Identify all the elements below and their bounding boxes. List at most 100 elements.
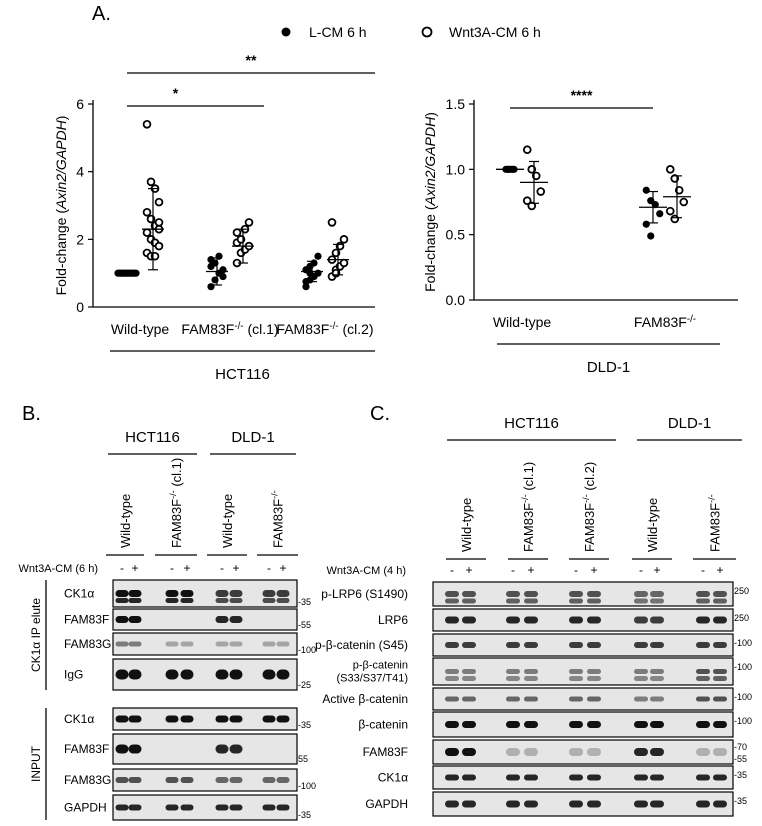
- data-point-open: [142, 228, 152, 237]
- y-tick-label: 6: [76, 96, 84, 112]
- blot-band: [506, 800, 520, 808]
- blot-band: [445, 669, 459, 674]
- cell-line-header: HCT116: [504, 415, 559, 432]
- blot-band: [115, 777, 129, 783]
- blot-band: [445, 696, 459, 702]
- blot-band: [713, 591, 727, 597]
- blot-band: [462, 696, 476, 702]
- blot-band: [128, 669, 142, 680]
- blot-band: [462, 721, 476, 728]
- blot-band: [445, 616, 459, 624]
- blot-band: [180, 777, 194, 783]
- blot-band: [215, 598, 229, 603]
- data-point-open: [536, 187, 546, 196]
- blot-band: [229, 598, 243, 603]
- blot-row-label: GAPDH: [365, 797, 408, 811]
- blot-band: [262, 777, 276, 783]
- treatment-sign: -: [267, 561, 271, 575]
- blot-band: [634, 669, 648, 674]
- blot-band: [229, 616, 243, 623]
- data-point-filled: [314, 269, 322, 277]
- x-group-label: FAM83F-/- (cl.1): [181, 321, 278, 338]
- blot-band: [587, 616, 601, 624]
- blot-band: [634, 721, 648, 728]
- blot-band: [524, 774, 538, 781]
- data-point-filled: [219, 272, 227, 281]
- blot-band: [713, 669, 727, 674]
- data-point-open: [522, 196, 532, 205]
- mw-marker: -100: [298, 781, 316, 791]
- blot-band: [524, 591, 538, 597]
- blot-band: [569, 721, 583, 728]
- chart-hct116: 0 2 4 6 Fold-change (Axin2/GAPDH) Wild-type FA…: [53, 52, 375, 383]
- blot-band: [276, 715, 290, 723]
- blot-band: [115, 669, 129, 680]
- blot-band: [128, 715, 142, 723]
- blot-band: [713, 721, 727, 728]
- blot-band: [650, 642, 664, 648]
- blot-band: [180, 804, 194, 811]
- treatment-sign: +: [653, 563, 660, 577]
- blot-band: [445, 598, 459, 604]
- blot-band: [229, 641, 243, 647]
- data-point-open: [244, 218, 254, 227]
- blot-band: [506, 616, 520, 624]
- genotype-label: FAM83F-/-: [707, 494, 723, 552]
- mw-marker: 55: [298, 754, 308, 764]
- blot-band: [262, 804, 276, 811]
- treatment-sign: -: [639, 563, 643, 577]
- blot-band: [115, 598, 129, 603]
- mw-marker: 250: [734, 613, 749, 623]
- blot-strip: [112, 707, 298, 731]
- legend-open-label: Wnt3A-CM 6 h: [449, 24, 541, 40]
- blot-band: [696, 721, 710, 728]
- blot-band: [262, 590, 276, 597]
- data-point-filled: [642, 220, 650, 228]
- blot-band: [215, 616, 229, 623]
- y-axis-label: Fold-change (Axin2/GAPDH): [422, 112, 438, 292]
- blot-band: [569, 748, 583, 756]
- blot-band: [128, 641, 142, 647]
- genotype-label: Wild-type: [118, 494, 133, 548]
- blot-band: [276, 804, 290, 811]
- treatment-sign: -: [220, 561, 224, 575]
- blot-band: [165, 669, 179, 680]
- mw-marker: -35: [298, 597, 311, 607]
- blot-row-label: FAM83G: [64, 637, 111, 651]
- blot-band: [445, 774, 459, 781]
- blot-band: [650, 616, 664, 624]
- genotype-label: FAM83F-/- (cl.1): [168, 458, 184, 548]
- blot-band: [215, 590, 229, 597]
- blot-band: [229, 590, 243, 597]
- blot-band: [506, 598, 520, 604]
- blot-band: [262, 641, 276, 647]
- blot-band: [634, 696, 648, 702]
- blot-band: [506, 748, 520, 756]
- panel-a-label: A.: [92, 3, 111, 25]
- blot-band: [462, 591, 476, 597]
- genotype-label: FAM83F-/- (cl.2): [581, 462, 597, 552]
- blot-band: [696, 669, 710, 674]
- y-tick-label: 2: [76, 231, 84, 247]
- blot-band: [650, 721, 664, 728]
- blot-band: [506, 774, 520, 781]
- treatment-sign: -: [170, 561, 174, 575]
- genotype-label: Wild-type: [459, 498, 474, 552]
- data-point-open: [679, 197, 689, 207]
- blot-band: [462, 800, 476, 808]
- blot-band: [569, 591, 583, 597]
- blot-band: [569, 616, 583, 624]
- blot-row-label: GAPDH: [64, 801, 107, 815]
- blot-strip: [112, 632, 298, 656]
- blot-band: [696, 642, 710, 648]
- blot-band: [215, 804, 229, 811]
- mw-marker: 250: [734, 586, 749, 596]
- blot-band: [569, 642, 583, 648]
- genotype-label: Wild-type: [220, 494, 235, 548]
- blot-band: [115, 804, 129, 811]
- treatment-sign: -: [120, 561, 124, 575]
- data-point-filled: [656, 210, 664, 218]
- blot-band: [229, 744, 243, 754]
- cell-line-label: HCT116: [215, 366, 270, 383]
